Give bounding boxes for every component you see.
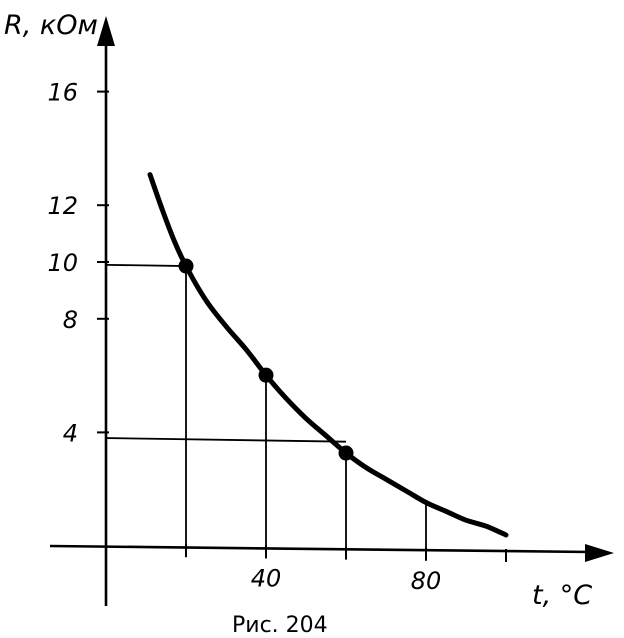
figure-caption: Рис. 204 [232,613,328,638]
y-axis-title: R, кОм [4,10,98,41]
x-axis [49,544,591,554]
y-tick-label: 8 [63,306,78,334]
y-tick-label: 16 [47,79,78,107]
y-axis-arrow [97,16,115,46]
resistance-curve [147,172,509,538]
x-axis-arrow [585,544,614,562]
axes [49,16,614,606]
y-tick-label: 10 [47,249,78,277]
data-point [338,445,354,461]
ticks: 4 8 10 12 16 40 80 [47,79,507,595]
guide-lines [105,263,427,551]
horizontal-guide-line [105,263,187,267]
y-tick-label: 12 [47,192,78,220]
x-tick-label: 40 [251,564,282,592]
x-tick-label: 80 [411,567,442,595]
horizontal-guide-line [105,437,347,443]
data-point [178,258,194,274]
x-axis-title: t, °C [532,580,592,611]
highlighted-points [178,258,354,461]
data-point [258,367,274,383]
y-tick-label: 4 [63,419,78,447]
